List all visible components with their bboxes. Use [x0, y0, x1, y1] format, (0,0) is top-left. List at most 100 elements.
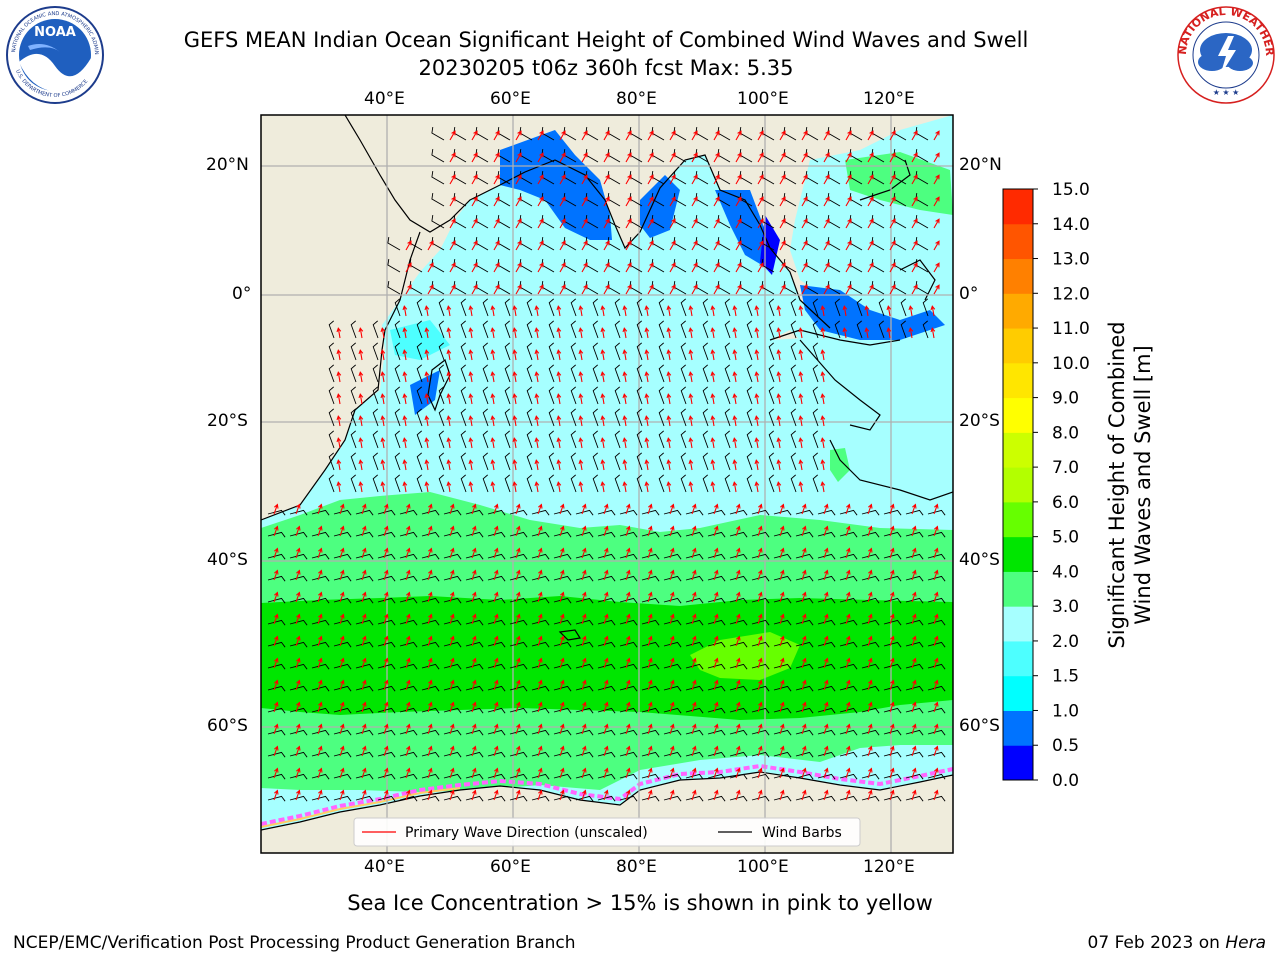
- wind-barb: [817, 795, 836, 802]
- wind-barb: [724, 386, 731, 405]
- wave-arrow: [911, 569, 917, 581]
- wave-arrow: [735, 262, 742, 273]
- wave-arrow: [405, 525, 411, 537]
- wave-arrow: [776, 437, 782, 449]
- wind-barb: [685, 509, 704, 516]
- wind-barb: [839, 509, 858, 516]
- wind-barb: [597, 685, 616, 692]
- wind-barb: [575, 531, 594, 538]
- wave-arrow: [493, 196, 500, 207]
- wind-barb: [597, 795, 616, 802]
- wind-barb: [680, 298, 687, 317]
- wind-barb: [905, 575, 924, 582]
- wave-arrow: [798, 437, 804, 449]
- wave-arrow: [603, 503, 609, 515]
- wave-arrow: [625, 503, 631, 515]
- wave-arrow: [691, 679, 697, 691]
- wave-arrow: [864, 305, 870, 317]
- wave-arrow: [537, 525, 543, 537]
- wave-arrow: [339, 503, 345, 515]
- wind-barb: [685, 597, 704, 604]
- wave-arrow: [757, 262, 764, 273]
- wind-barb: [619, 553, 638, 560]
- wave-arrow: [493, 174, 500, 185]
- wave-arrow: [603, 130, 610, 141]
- wave-arrow: [644, 349, 650, 361]
- wind-barb: [399, 707, 418, 714]
- wave-arrow: [383, 503, 389, 515]
- wind-barb: [795, 685, 814, 692]
- wave-arrow: [383, 569, 389, 581]
- wave-arrow: [779, 745, 785, 757]
- wave-arrow: [867, 789, 873, 801]
- sea-ice-edge: [261, 763, 953, 826]
- wave-arrow: [713, 613, 719, 625]
- wind-barb: [768, 474, 775, 493]
- wind-barb: [333, 531, 352, 538]
- wave-arrow: [647, 503, 653, 515]
- wave-arrow: [424, 459, 430, 471]
- wave-arrow: [559, 635, 565, 647]
- wind-barb: [680, 386, 687, 405]
- wave-arrow: [471, 525, 477, 537]
- wind-barb: [333, 619, 352, 626]
- wave-arrow: [512, 327, 518, 339]
- wind-barb: [746, 430, 753, 449]
- wind-barb: [553, 751, 572, 758]
- wave-arrow: [402, 349, 408, 361]
- wind-barb: [416, 430, 423, 449]
- wind-barb: [377, 663, 396, 670]
- wind-barb: [350, 452, 357, 471]
- wave-arrow: [713, 701, 719, 713]
- wave-arrow: [449, 723, 455, 735]
- wind-barb: [575, 619, 594, 626]
- wind-barb: [905, 641, 924, 648]
- wave-arrow: [713, 503, 719, 515]
- wave-arrow: [424, 481, 430, 493]
- wind-barb: [636, 408, 643, 427]
- wind-barb: [570, 342, 577, 361]
- wind-barb: [619, 751, 638, 758]
- wave-arrow: [798, 349, 804, 361]
- wind-barb: [773, 707, 792, 714]
- wind-barb: [883, 509, 902, 516]
- wave-arrow: [688, 371, 694, 383]
- wave-arrow: [735, 218, 742, 229]
- wave-arrow: [537, 262, 544, 273]
- wave-arrow: [908, 305, 914, 317]
- wave-arrow: [537, 174, 544, 185]
- wind-barb: [438, 342, 445, 361]
- wave-arrow: [603, 569, 609, 581]
- wind-barb: [443, 531, 462, 538]
- wind-barb: [592, 474, 599, 493]
- wind-barb: [443, 553, 462, 560]
- wind-barb: [487, 641, 506, 648]
- wind-barb: [509, 641, 528, 648]
- wave-arrow: [713, 657, 719, 669]
- wind-barb: [421, 707, 440, 714]
- wave-arrow: [820, 415, 826, 427]
- wind-barb: [685, 641, 704, 648]
- wind-barb: [592, 342, 599, 361]
- wave-arrow: [358, 415, 364, 427]
- wave-arrow: [402, 305, 408, 317]
- wind-barb: [773, 531, 792, 538]
- wave-arrow: [930, 327, 936, 339]
- wind-barb: [431, 215, 445, 229]
- wave-arrow: [427, 503, 433, 515]
- wave-arrow: [581, 789, 587, 801]
- wave-arrow: [578, 349, 584, 361]
- wind-barb: [311, 531, 330, 538]
- wave-arrow: [625, 284, 632, 295]
- wave-arrow: [889, 569, 895, 581]
- wind-barb: [399, 729, 418, 736]
- wind-barb: [509, 707, 528, 714]
- wave-arrow: [625, 767, 631, 779]
- wind-barb: [355, 509, 374, 516]
- wind-barb: [377, 531, 396, 538]
- wave-arrow: [383, 723, 389, 735]
- wave-arrow: [424, 305, 430, 317]
- wind-barb: [487, 597, 506, 604]
- wave-arrow: [512, 349, 518, 361]
- wave-arrow: [911, 174, 918, 185]
